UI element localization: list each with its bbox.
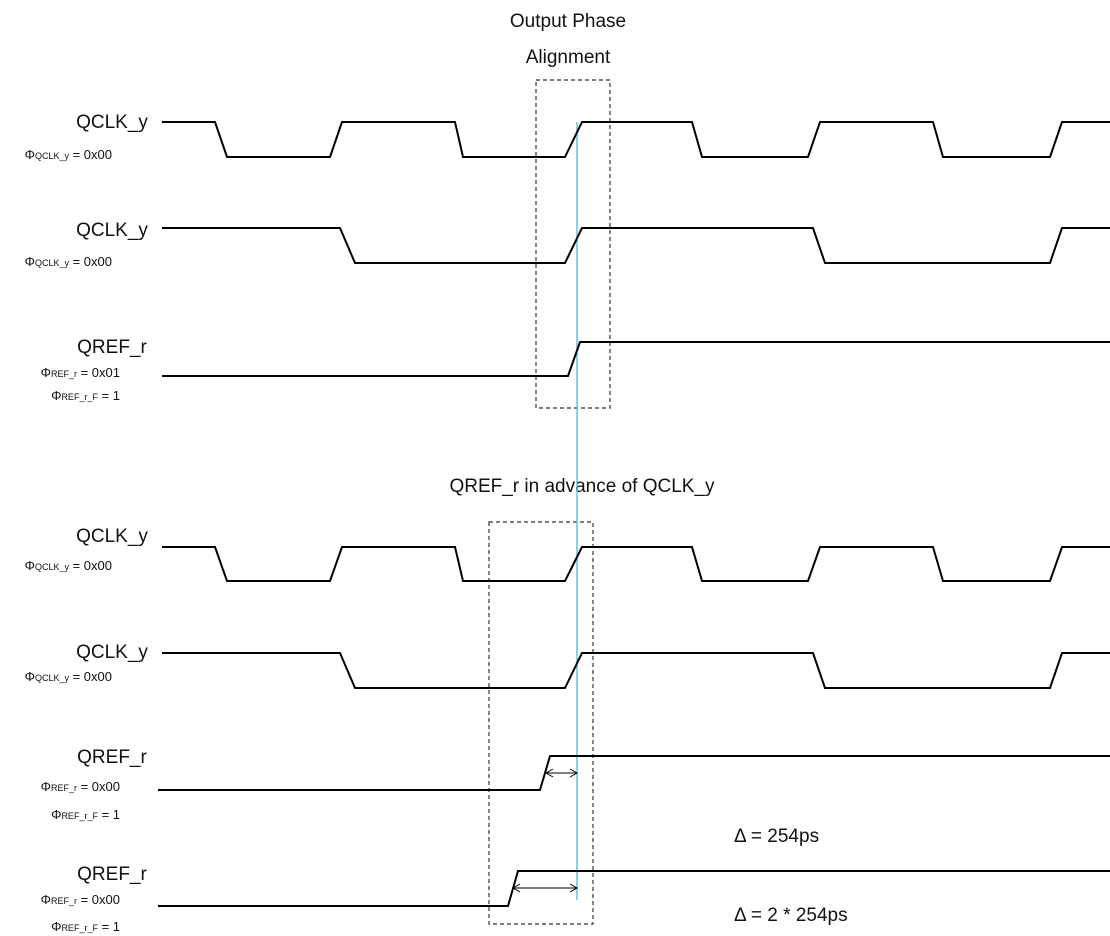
phase-fine-setting-7-subscript: REF_r_F	[61, 923, 98, 933]
phase-fine-setting-7: ΦREF_r_F = 1	[51, 919, 120, 934]
waveform-qref-3	[158, 870, 1110, 907]
phase-setting-1-value: = 0x00	[69, 147, 112, 162]
phase-setting-3-phi: Φ	[41, 365, 51, 380]
phase-setting-3: ΦREF_r = 0x01	[41, 365, 120, 380]
phase-setting-6-subscript: REF_r	[51, 783, 77, 793]
advance-title: QREF_r in advance of QCLK_y	[449, 476, 715, 497]
phase-setting-4-phi: Φ	[25, 558, 35, 573]
phase-setting-7-value: = 0x00	[77, 892, 120, 907]
signal-label-5: QCLK_y	[76, 642, 148, 663]
phase-fine-setting-6-subscript: REF_r_F	[61, 811, 98, 821]
phase-setting-1-phi: Φ	[25, 147, 35, 162]
signal-label-7: QREF_r	[77, 864, 147, 885]
waveform-qref-2	[158, 755, 1110, 791]
phase-setting-6-phi: Φ	[41, 779, 51, 794]
signal-label-2: QCLK_y	[76, 220, 148, 241]
phase-fine-setting-6: ΦREF_r_F = 1	[51, 807, 120, 822]
waveform-qref-1	[162, 341, 1110, 377]
signal-label-1: QCLK_y	[76, 112, 148, 133]
signal-label-4: QCLK_y	[76, 526, 148, 547]
phase-setting-2: ΦQCLK_y = 0x00	[25, 254, 112, 269]
phase-fine-setting-6-phi: Φ	[51, 807, 61, 822]
delta-annotation-1: Δ = 254ps	[734, 826, 819, 847]
phase-setting-7: ΦREF_r = 0x00	[41, 892, 120, 907]
phase-setting-1-subscript: QCLK_y	[35, 151, 70, 161]
waveform-qclk-2	[162, 227, 1110, 264]
phase-setting-1: ΦQCLK_y = 0x00	[25, 147, 112, 162]
waveform-qclk-3	[162, 546, 1110, 582]
phase-setting-7-subscript: REF_r	[51, 896, 77, 906]
phase-fine-setting-6-value: = 1	[98, 807, 120, 822]
output-phase-title-line1: Output Phase	[510, 11, 626, 32]
phase-setting-3-value: = 0x01	[77, 365, 120, 380]
phase-fine-setting-3: ΦREF_r_F = 1	[51, 388, 120, 403]
signal-label-6: QREF_r	[77, 747, 147, 768]
phase-fine-setting-3-subscript: REF_r_F	[61, 392, 98, 402]
phase-fine-setting-7-value: = 1	[98, 919, 120, 934]
phase-setting-2-value: = 0x00	[69, 254, 112, 269]
phase-setting-4-value: = 0x00	[69, 558, 112, 573]
phase-setting-2-phi: Φ	[25, 254, 35, 269]
phase-setting-4: ΦQCLK_y = 0x00	[25, 558, 112, 573]
phase-setting-6-value: = 0x00	[77, 779, 120, 794]
output-phase-title-line2: Alignment	[526, 47, 611, 68]
phase-setting-2-subscript: QCLK_y	[35, 258, 70, 268]
phase-setting-5: ΦQCLK_y = 0x00	[25, 669, 112, 684]
advance-box	[488, 521, 594, 925]
alignment-box	[535, 79, 611, 409]
phase-setting-5-phi: Φ	[25, 669, 35, 684]
phase-setting-4-subscript: QCLK_y	[35, 562, 70, 572]
delta-arrows	[511, 768, 579, 893]
phase-setting-3-subscript: REF_r	[51, 369, 77, 379]
delta-annotation-2: Δ = 2 * 254ps	[734, 905, 848, 926]
phase-setting-7-phi: Φ	[41, 892, 51, 907]
waveform-qclk-1	[162, 121, 1110, 158]
phase-fine-setting-3-value: = 1	[98, 388, 120, 403]
waveform-qclk-4	[162, 652, 1110, 689]
phase-setting-5-value: = 0x00	[69, 669, 112, 684]
phase-fine-setting-7-phi: Φ	[51, 919, 61, 934]
phase-setting-6: ΦREF_r = 0x00	[41, 779, 120, 794]
signal-label-3: QREF_r	[77, 337, 147, 358]
phase-setting-5-subscript: QCLK_y	[35, 673, 70, 683]
phase-fine-setting-3-phi: Φ	[51, 388, 61, 403]
waveforms	[158, 121, 1110, 907]
